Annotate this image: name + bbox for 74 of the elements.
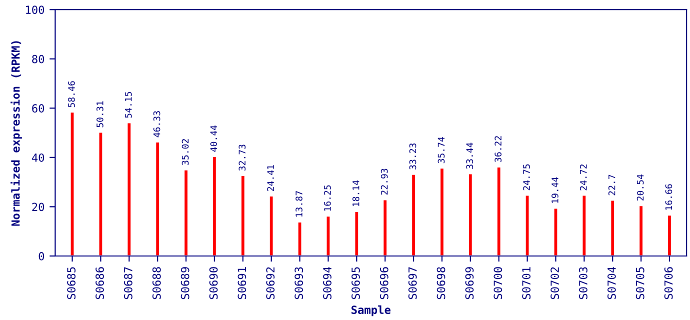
data-label: 35.74	[438, 137, 445, 164]
x-tick-label: S0706	[664, 267, 673, 300]
x-axis-title: Sample	[352, 305, 390, 316]
x-tick-label: S0690	[209, 267, 218, 300]
x-tick-label: S0699	[465, 267, 474, 300]
y-tick-label: 0	[38, 252, 44, 260]
data-label: 16.66	[665, 184, 672, 210]
x-tick-label: S0695	[352, 267, 360, 300]
data-label: 20.54	[636, 174, 644, 201]
bar	[638, 204, 644, 256]
data-label: 35.02	[182, 139, 189, 165]
bar	[382, 198, 388, 256]
x-tick-label: S0689	[180, 267, 190, 300]
data-label: 24.75	[523, 164, 530, 190]
data-label: 54.15	[125, 92, 132, 118]
bar	[296, 221, 303, 256]
bar	[212, 156, 218, 256]
x-tick-label: S0702	[550, 267, 559, 300]
x-tick-label: S0696	[380, 267, 388, 300]
data-label: 16.25	[324, 185, 331, 211]
bar	[496, 166, 502, 256]
data-label: 33.23	[409, 143, 416, 170]
x-tick-label: S0691	[238, 267, 246, 300]
x-tick-label: S0704	[607, 266, 616, 300]
bar	[183, 169, 189, 256]
bar	[154, 141, 160, 256]
x-tick-label: S0703	[579, 267, 588, 300]
bar	[610, 199, 616, 256]
y-axis-title: Normalized expression (RPKM)	[10, 41, 22, 226]
x-tick-label: S0693	[294, 267, 304, 300]
bar	[666, 214, 672, 256]
x-tick-label: S0698	[436, 267, 446, 300]
x-tick-label: S0701	[522, 267, 531, 300]
bar	[410, 173, 416, 256]
x-tick-label: S0694	[323, 266, 332, 300]
data-label: 24.41	[267, 165, 274, 192]
bar	[581, 194, 587, 256]
data-label: 22.93	[380, 168, 388, 195]
x-tick-label: S0692	[266, 267, 275, 300]
y-tick-label: 100	[26, 6, 44, 14]
bar	[126, 122, 132, 256]
bar	[98, 131, 104, 256]
bar	[354, 210, 360, 256]
bar	[439, 167, 445, 256]
data-label: 32.73	[238, 144, 246, 171]
x-tick-label: S0700	[494, 267, 502, 300]
data-label: 24.72	[580, 164, 587, 190]
data-label: 18.14	[352, 180, 360, 206]
bar	[325, 215, 332, 256]
data-label: 36.22	[494, 136, 502, 162]
data-label: 22.7	[608, 174, 616, 196]
data-label: 33.44	[466, 142, 474, 169]
y-tick-label: 40	[32, 153, 44, 162]
x-tick-label: S0687	[124, 267, 132, 300]
x-tick-label: S0688	[152, 267, 161, 300]
x-tick-label: S0685	[67, 267, 76, 300]
data-label: 46.33	[153, 111, 160, 138]
data-label: 19.44	[552, 177, 558, 203]
x-tick-label: S0686	[96, 267, 104, 300]
bar	[268, 195, 274, 256]
bar	[240, 174, 246, 256]
x-tick-label: S0697	[408, 267, 417, 300]
data-label: 58.46	[68, 81, 75, 108]
data-label: 13.87	[296, 191, 302, 217]
y-tick-label: 60	[32, 104, 44, 113]
data-label: 40.44	[210, 125, 218, 152]
bar	[524, 194, 530, 256]
bar	[552, 207, 559, 256]
x-tick-label: S0705	[636, 267, 644, 300]
bar	[468, 172, 474, 256]
data-label: 50.31	[96, 101, 104, 128]
bar	[69, 111, 76, 256]
y-tick-label: 20	[32, 202, 44, 212]
y-tick-label: 80	[32, 54, 44, 64]
